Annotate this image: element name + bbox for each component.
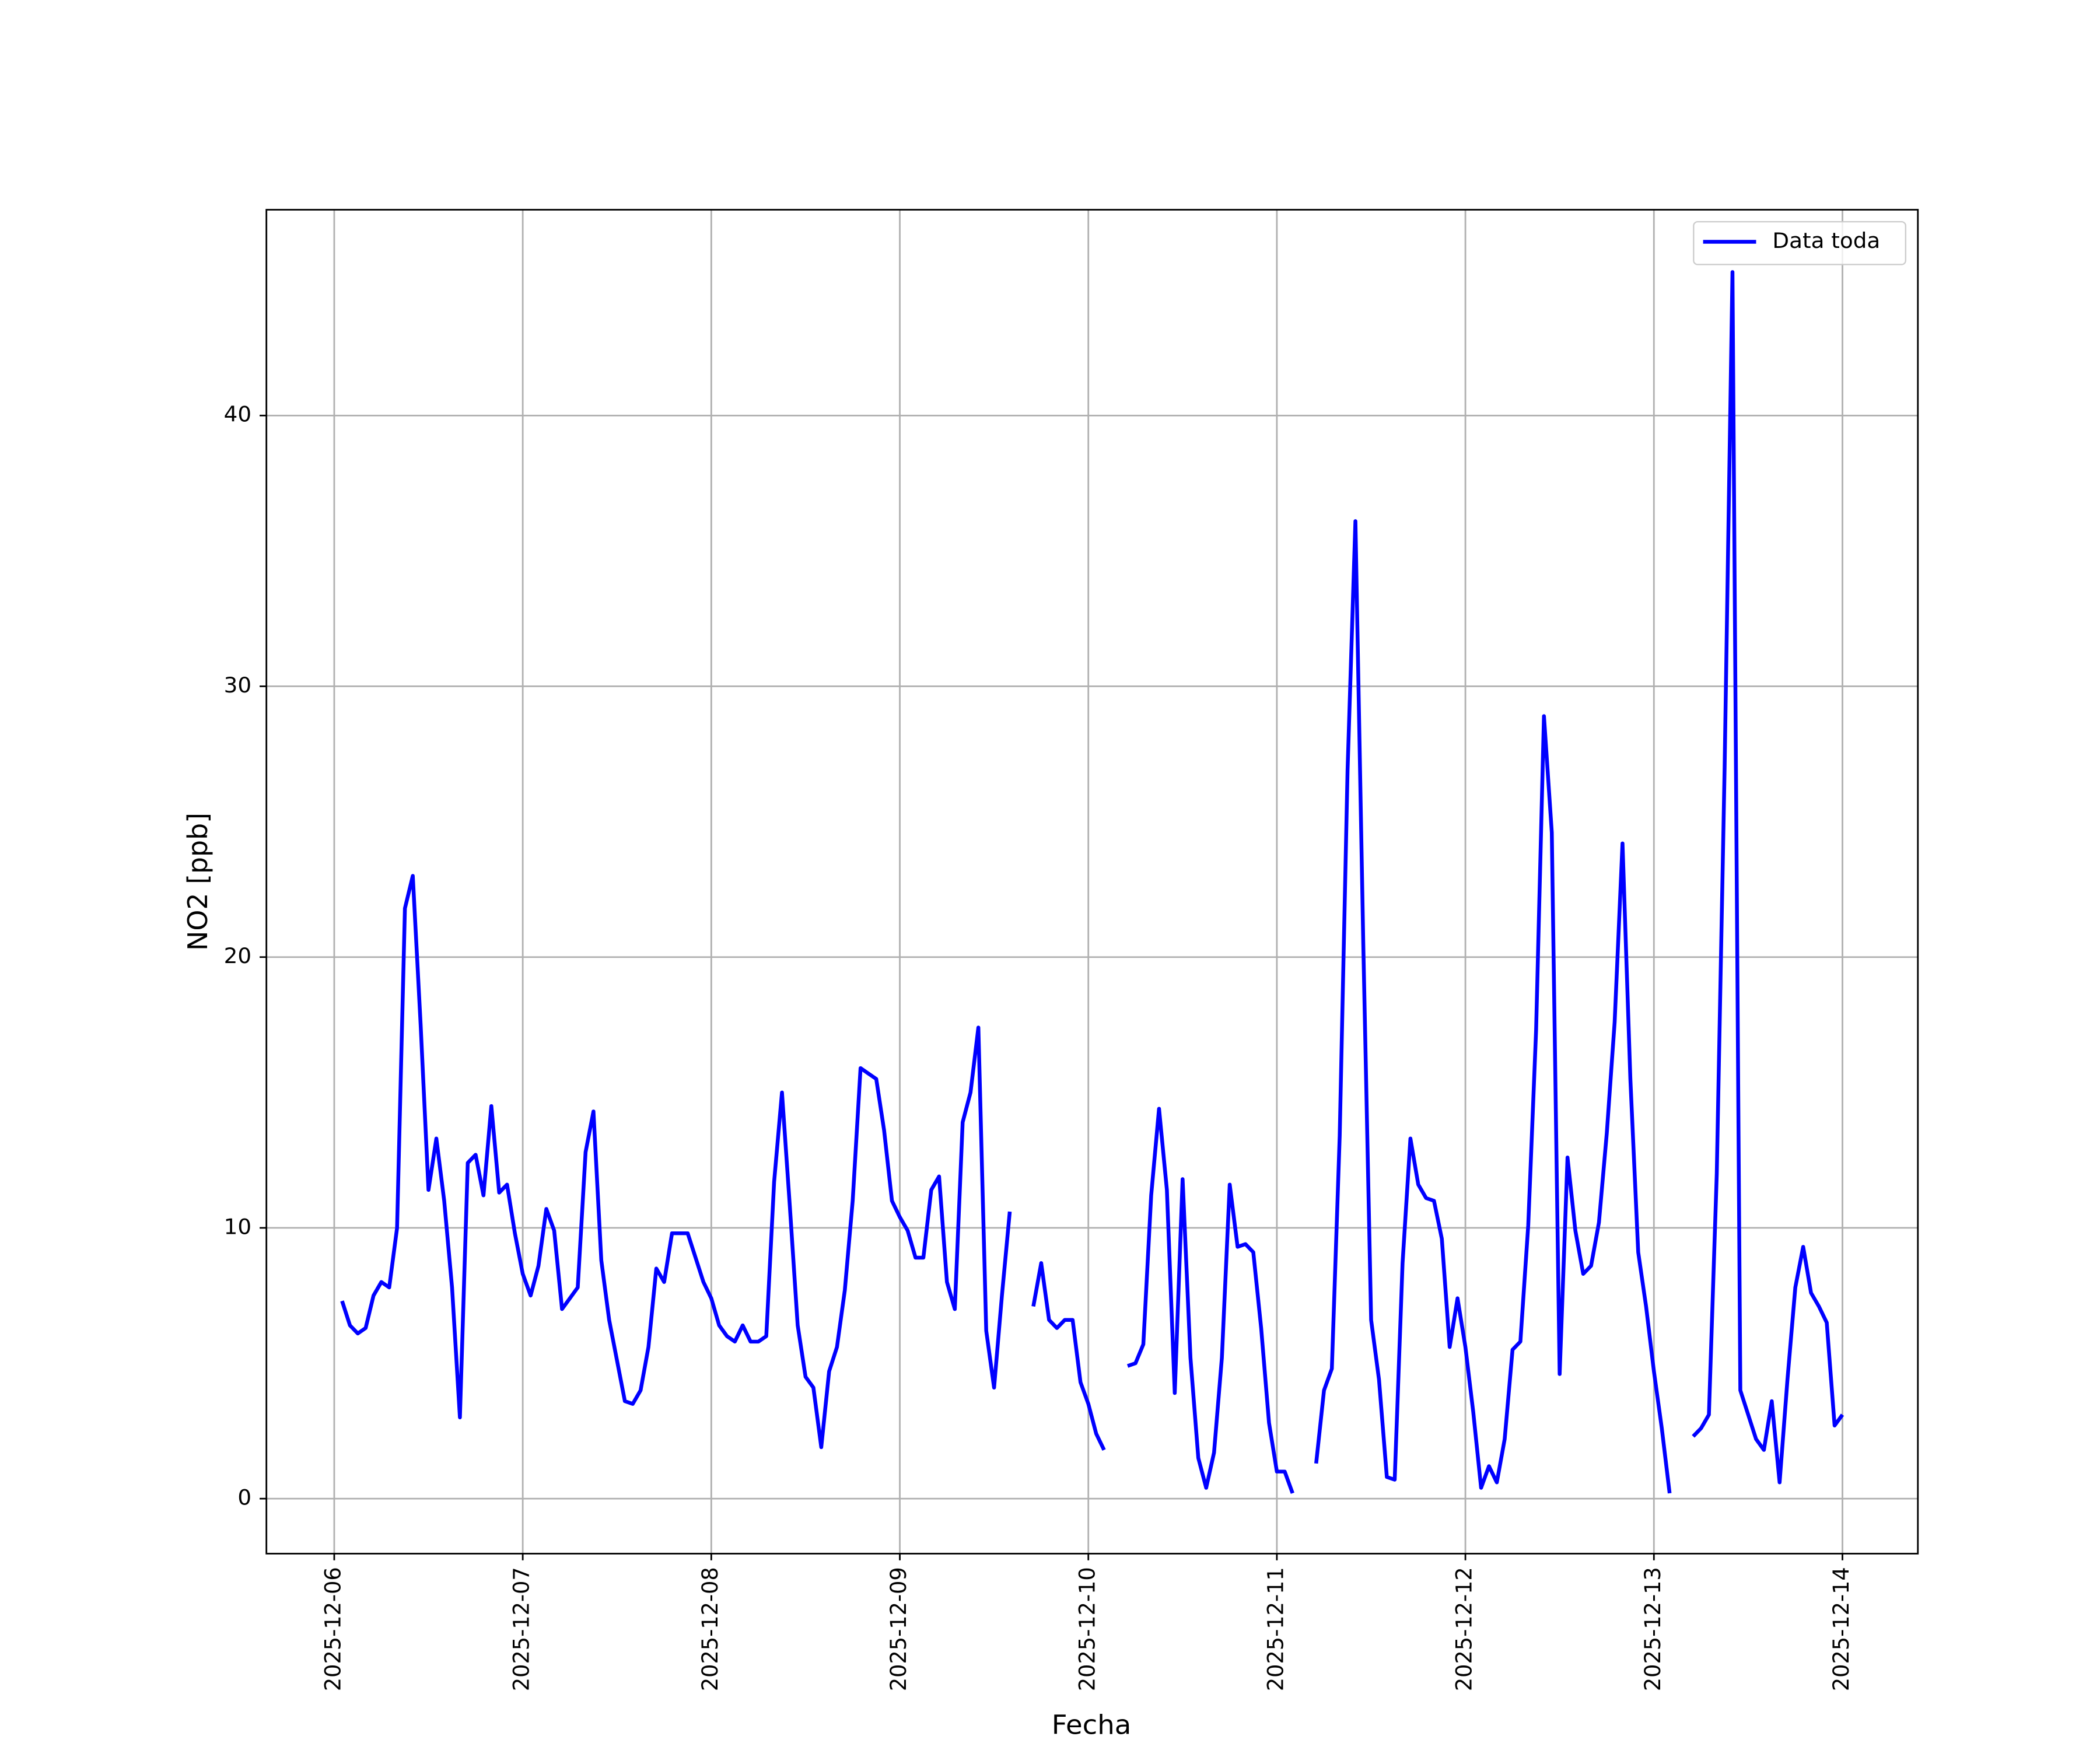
y-axis-label: NO2 [ppb]	[182, 813, 214, 951]
legend: Data toda	[1693, 221, 1906, 265]
ticks: 0 10 20 30 40 2025-12-06 2025-12-07 2025-12-08 2…	[224, 402, 1854, 1691]
x-tick-label: 2025-12-11	[1263, 1567, 1288, 1691]
grid	[266, 209, 1918, 1554]
x-tick-label: 2025-12-14	[1829, 1567, 1854, 1691]
data-line	[340, 270, 1845, 1494]
legend-label: Data toda	[1772, 228, 1880, 253]
y-tick-label: 40	[224, 402, 251, 427]
axes-frame	[265, 209, 1919, 1555]
y-tick-label: 10	[224, 1214, 251, 1240]
x-tick-label: 2025-12-06	[320, 1567, 345, 1691]
y-tick-label: 0	[237, 1485, 251, 1510]
x-tick-label: 2025-12-08	[698, 1567, 723, 1691]
plot-area	[340, 270, 1845, 1494]
x-axis-label: Fecha	[1052, 1709, 1132, 1741]
y-tick-label: 30	[224, 673, 251, 698]
x-tick-label: 2025-12-07	[509, 1567, 534, 1691]
x-tick-label: 2025-12-13	[1640, 1567, 1665, 1691]
y-tick-label: 20	[224, 943, 251, 968]
x-tick-label: 2025-12-10	[1074, 1567, 1100, 1691]
x-tick-label: 2025-12-09	[886, 1567, 911, 1691]
x-tick-label: 2025-12-12	[1451, 1567, 1476, 1691]
legend-box	[1693, 221, 1906, 265]
